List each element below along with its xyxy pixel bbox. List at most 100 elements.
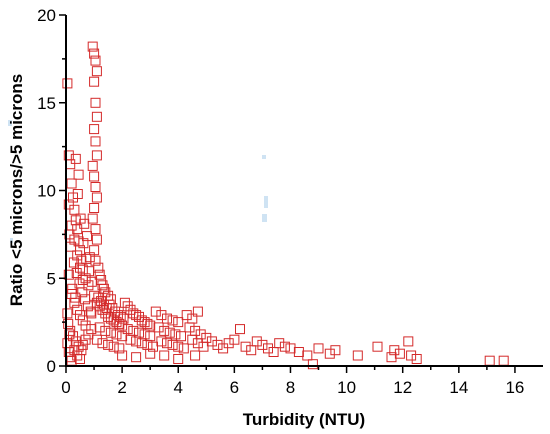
data-point bbox=[167, 339, 178, 350]
data-point bbox=[104, 299, 115, 310]
data-point bbox=[90, 182, 101, 192]
data-point bbox=[84, 252, 95, 263]
data-point bbox=[79, 218, 90, 229]
data-point bbox=[70, 336, 81, 347]
data-point bbox=[176, 331, 186, 342]
data-point bbox=[111, 329, 122, 340]
data-point bbox=[192, 306, 203, 317]
data-point bbox=[229, 334, 240, 345]
data-point bbox=[86, 324, 97, 335]
data-point bbox=[89, 203, 100, 213]
data-point bbox=[164, 327, 175, 338]
data-point bbox=[145, 320, 156, 331]
data-point bbox=[72, 304, 83, 315]
data-point bbox=[285, 343, 296, 354]
data-point bbox=[68, 331, 78, 342]
data-point bbox=[72, 189, 83, 199]
data-point bbox=[263, 343, 273, 354]
data-point bbox=[142, 318, 153, 329]
data-point bbox=[72, 350, 83, 361]
data-point bbox=[173, 317, 184, 328]
data-point bbox=[112, 310, 123, 321]
data-point bbox=[62, 78, 73, 89]
data-point bbox=[80, 273, 91, 284]
data-point bbox=[212, 339, 223, 350]
artifact-mark bbox=[8, 120, 12, 126]
x-tick-label: 4 bbox=[174, 378, 183, 397]
data-point bbox=[201, 332, 212, 343]
data-point bbox=[75, 310, 85, 321]
data-point bbox=[75, 213, 86, 224]
y-tick-label: 0 bbox=[47, 357, 56, 376]
data-point bbox=[91, 192, 102, 203]
data-point bbox=[98, 299, 109, 310]
data-point bbox=[91, 234, 102, 245]
data-point bbox=[66, 178, 77, 189]
x-tick-label: 6 bbox=[230, 378, 239, 397]
data-point bbox=[257, 339, 268, 350]
data-point bbox=[118, 313, 129, 324]
data-point bbox=[87, 160, 98, 171]
data-point bbox=[122, 324, 133, 335]
data-point bbox=[73, 169, 84, 180]
data-point bbox=[77, 287, 88, 298]
data-point bbox=[246, 345, 257, 356]
data-point bbox=[330, 345, 341, 356]
data-point bbox=[484, 355, 495, 366]
y-axis-ticks: 0 5 10 15 20 bbox=[37, 6, 66, 376]
data-point bbox=[156, 336, 167, 347]
data-point bbox=[386, 352, 397, 363]
data-point bbox=[251, 336, 262, 347]
data-point bbox=[117, 350, 128, 361]
data-point bbox=[162, 313, 172, 324]
data-point bbox=[117, 331, 128, 342]
data-point bbox=[62, 308, 73, 319]
data-point bbox=[80, 294, 91, 305]
data-point bbox=[75, 354, 85, 364]
data-point bbox=[83, 329, 94, 340]
data-point bbox=[235, 324, 245, 335]
data-point bbox=[192, 338, 203, 349]
data-point bbox=[240, 341, 251, 352]
data-point bbox=[125, 334, 136, 345]
data-point bbox=[91, 66, 102, 77]
y-axis-title: Ratio <5 microns/>5 microns bbox=[7, 74, 26, 306]
data-point bbox=[181, 310, 192, 321]
data-point bbox=[170, 329, 181, 340]
data-point bbox=[145, 348, 156, 359]
x-tick-label: 14 bbox=[449, 378, 468, 397]
data-point bbox=[114, 343, 125, 354]
data-point bbox=[136, 315, 147, 326]
data-point bbox=[218, 343, 229, 354]
data-point bbox=[87, 41, 98, 52]
data-point bbox=[131, 352, 142, 363]
data-point bbox=[173, 341, 184, 352]
data-point bbox=[150, 306, 161, 317]
y-tick-label: 20 bbox=[37, 6, 56, 25]
y-tick-label: 15 bbox=[37, 94, 56, 113]
x-axis-title: Turbidity (NTU) bbox=[243, 410, 365, 429]
data-point bbox=[94, 322, 105, 333]
image-artifacts bbox=[8, 120, 268, 243]
artifact-mark bbox=[262, 214, 267, 222]
data-point bbox=[110, 306, 121, 317]
data-point bbox=[72, 224, 83, 235]
x-tick-label: 10 bbox=[337, 378, 356, 397]
data-point bbox=[293, 347, 304, 357]
x-tick-label: 16 bbox=[505, 378, 524, 397]
data-point bbox=[184, 322, 195, 333]
data-point bbox=[162, 338, 172, 349]
data-point bbox=[190, 325, 201, 336]
data-point bbox=[97, 280, 108, 291]
data-point bbox=[131, 336, 142, 347]
data-point bbox=[82, 231, 92, 242]
data-point bbox=[80, 334, 91, 345]
data-point bbox=[75, 245, 85, 256]
data-point bbox=[139, 317, 150, 328]
data-point bbox=[91, 111, 102, 122]
data-point bbox=[66, 289, 77, 299]
x-tick-label: 8 bbox=[286, 378, 295, 397]
data-point bbox=[90, 136, 101, 147]
data-point bbox=[83, 280, 94, 291]
